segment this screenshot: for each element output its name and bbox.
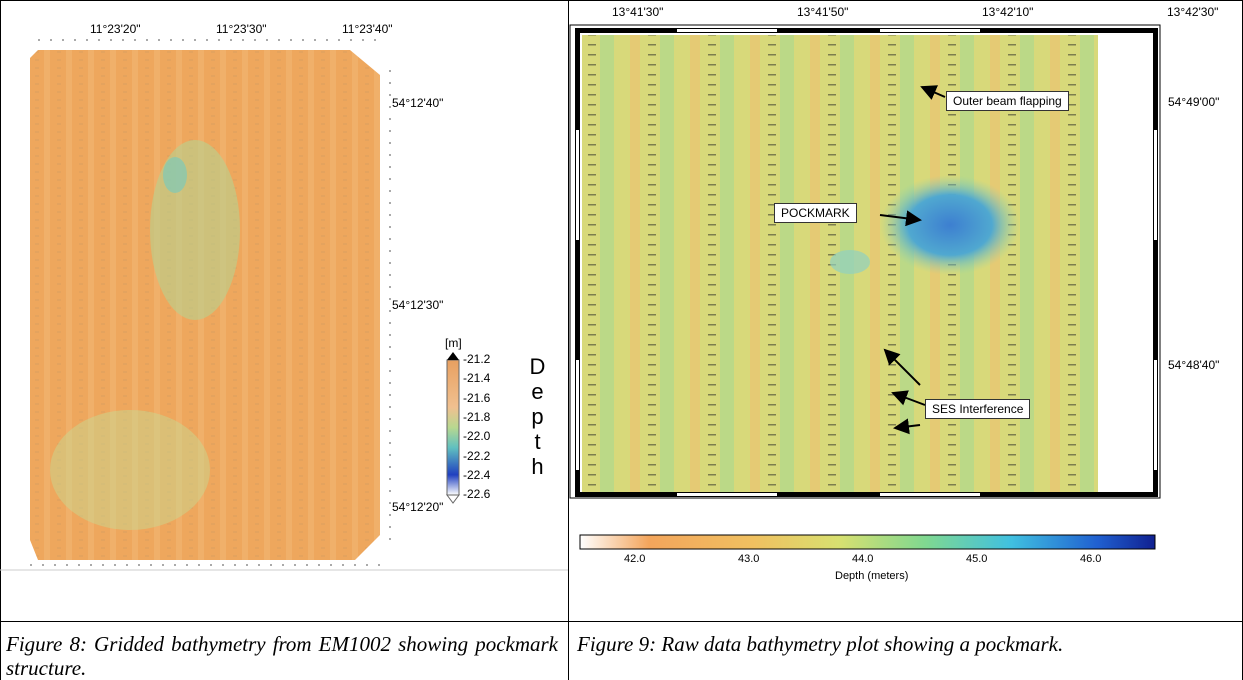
- colorbar-tick: 44.0: [852, 553, 874, 565]
- annotation: SES Interference: [925, 399, 1031, 419]
- caption: Figure 9: Raw data bathymetry plot showi…: [577, 632, 1064, 656]
- colorbar-unit: [m]: [445, 336, 462, 350]
- colorbar: [446, 359, 460, 496]
- y-axis-label: 54°49'00": [1168, 95, 1220, 109]
- y-axis-label: 54°48'40": [1168, 358, 1220, 372]
- colorbar-cap: [446, 494, 460, 504]
- annotation: Outer beam flapping: [946, 91, 1069, 111]
- x-axis-label: 11°23'40": [342, 22, 393, 36]
- y-axis-label: 54°12'40": [392, 96, 444, 110]
- pockmark-area: [150, 140, 240, 320]
- colorbar-tick: -21.6: [463, 390, 491, 405]
- pockmark-area: [163, 157, 187, 193]
- x-axis-label: 11°23'30": [216, 22, 267, 36]
- colorbar-title: Depth: [525, 354, 550, 479]
- x-axis-label: 13°41'50": [797, 5, 849, 19]
- colorbar-tick: 45.0: [966, 553, 988, 565]
- frame-border: [575, 28, 1155, 33]
- caption: Figure 8: Gridded bathymetry from EM1002…: [6, 632, 558, 680]
- colorbar-tick: -22.2: [463, 448, 491, 463]
- arrows: [879, 85, 946, 435]
- y-axis-label: 54°12'20": [392, 500, 444, 514]
- colorbar-cap: [447, 352, 459, 360]
- colorbar-tick: 46.0: [1080, 553, 1102, 565]
- frame-border-alt: [576, 29, 1157, 496]
- colorbar-tick: -21.2: [463, 352, 491, 366]
- colorbar-tick: -22.6: [463, 487, 491, 502]
- annotation: POCKMARK: [774, 203, 857, 223]
- frame-border: [575, 28, 580, 497]
- x-axis-label: 13°41'30": [612, 5, 664, 19]
- shallow-area: [50, 410, 210, 530]
- colorbar-tick: -21.4: [463, 371, 491, 386]
- colorbar-tick: -22.0: [463, 429, 491, 444]
- pockmark-area: [830, 250, 870, 274]
- colorbar-tick: 43.0: [738, 553, 760, 565]
- y-axis-label: 54°12'30": [392, 298, 444, 312]
- frame-border: [1153, 28, 1158, 497]
- colorbar-tick: -22.4: [463, 467, 491, 482]
- colorbar-tick: 42.0: [624, 553, 646, 565]
- colorbar: [579, 534, 1156, 550]
- x-axis-label: 11°23'20": [90, 22, 141, 36]
- frame-border: [575, 492, 1155, 497]
- x-axis-label: 13°42'30": [1167, 5, 1219, 19]
- pockmark: [880, 175, 1020, 275]
- colorbar-title: Depth (meters): [835, 570, 909, 582]
- colorbar-tick: -21.8: [463, 409, 491, 424]
- x-axis-label: 13°42'10": [982, 5, 1034, 19]
